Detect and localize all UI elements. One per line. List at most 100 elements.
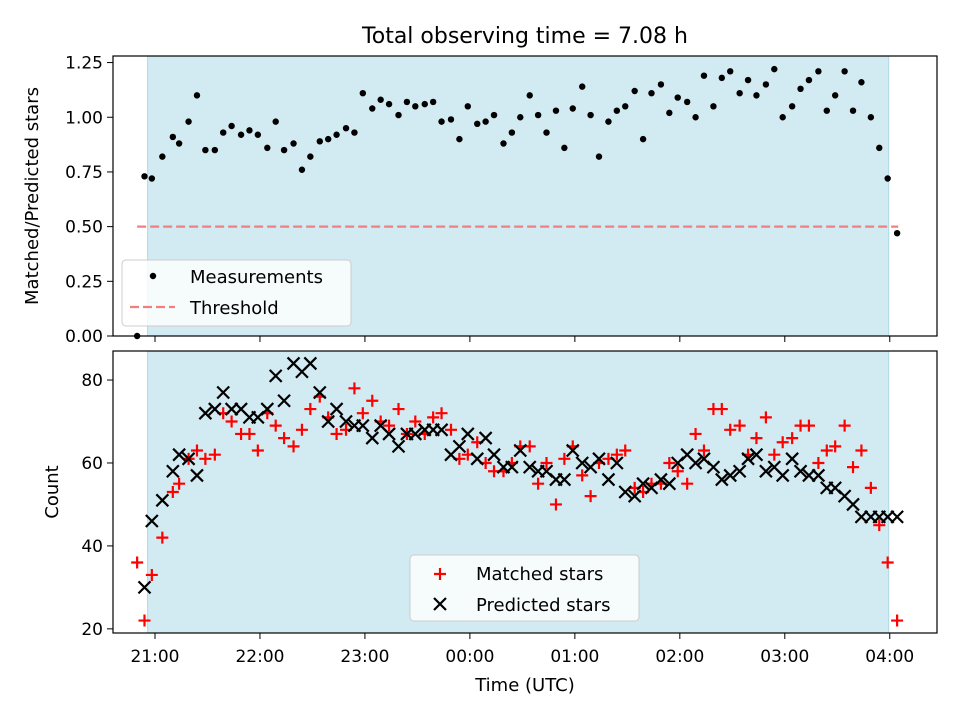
predicted-star-point bbox=[145, 514, 159, 528]
predicted-star-point bbox=[627, 489, 642, 503]
measurement-point bbox=[657, 81, 665, 88]
x-tick-label: 01:00 bbox=[550, 647, 599, 667]
measurement-point bbox=[710, 103, 717, 110]
measurement-point bbox=[369, 105, 376, 112]
predicted-star-point bbox=[208, 402, 222, 416]
legend-label-matched: Matched stars bbox=[476, 564, 603, 585]
predicted-star-point bbox=[452, 439, 467, 454]
predicted-star-point bbox=[408, 427, 423, 441]
predicted-star-point bbox=[662, 476, 677, 491]
predicted-star-point bbox=[216, 385, 230, 400]
measurement-point bbox=[666, 109, 673, 117]
matched-star-point bbox=[383, 419, 396, 432]
measurement-point bbox=[438, 118, 445, 125]
measurement-point bbox=[237, 131, 245, 138]
measurement-point bbox=[884, 175, 891, 182]
measurement-point bbox=[805, 76, 813, 84]
y-tick-label: 1.00 bbox=[65, 108, 103, 128]
measurement-point bbox=[141, 173, 148, 180]
matched-star-point bbox=[855, 444, 868, 457]
matched-star-point bbox=[156, 531, 169, 544]
predicted-star-point bbox=[592, 452, 606, 466]
x-tick-label: 22:00 bbox=[235, 647, 284, 667]
matched-star-point bbox=[427, 411, 440, 424]
matched-star-point bbox=[873, 519, 886, 532]
measurement-point bbox=[831, 92, 839, 99]
x-tick-label: 23:00 bbox=[340, 647, 389, 667]
predicted-star-point bbox=[505, 460, 519, 474]
x-axis-label: Time (UTC) bbox=[474, 675, 575, 696]
predicted-star-point bbox=[303, 356, 318, 371]
measurement-point bbox=[543, 129, 550, 136]
predicted-star-point bbox=[557, 472, 572, 487]
predicted-star-point bbox=[190, 468, 204, 483]
matched-star-point bbox=[356, 407, 369, 420]
measurement-point bbox=[456, 135, 463, 143]
predicted-star-point bbox=[618, 485, 633, 499]
measurement-point bbox=[474, 120, 481, 128]
matched-star-point bbox=[558, 452, 571, 465]
matched-star-point bbox=[786, 432, 799, 445]
measurement-point bbox=[482, 118, 489, 125]
predicted-star-point bbox=[723, 468, 737, 483]
predicted-star-point bbox=[321, 414, 335, 429]
matched-star-point bbox=[715, 403, 728, 416]
measurement-point bbox=[351, 129, 358, 136]
measurement-point bbox=[815, 68, 822, 75]
matched-star-point bbox=[697, 444, 710, 457]
matched-star-point bbox=[225, 415, 238, 428]
matched-star-point bbox=[750, 432, 763, 445]
matched-star-point bbox=[802, 419, 815, 432]
measurement-point bbox=[683, 98, 691, 106]
predicted-star-point bbox=[382, 427, 396, 441]
measurement-point bbox=[779, 114, 786, 121]
predicted-star-point bbox=[688, 456, 703, 470]
measurement-point bbox=[500, 140, 507, 147]
legend-frame bbox=[409, 554, 640, 622]
ratio-legend: Measurements Threshold bbox=[121, 259, 352, 327]
matched-star-point bbox=[820, 444, 833, 457]
measurement-point bbox=[324, 135, 332, 143]
predicted-star-point bbox=[277, 393, 291, 408]
y-tick-label: 0.50 bbox=[65, 218, 103, 238]
measurement-point bbox=[517, 114, 524, 121]
legend-marker-matched bbox=[434, 568, 446, 580]
legend-marker-measurements bbox=[149, 272, 157, 280]
measurement-point bbox=[744, 76, 752, 84]
matched-star-point bbox=[330, 427, 343, 440]
matched-star-point bbox=[166, 486, 179, 498]
measurement-point bbox=[534, 111, 542, 119]
measurement-point bbox=[788, 103, 796, 110]
matched-star-point bbox=[208, 448, 221, 461]
matched-star-point bbox=[619, 444, 632, 457]
predicted-star-point bbox=[391, 439, 406, 454]
legend-frame bbox=[121, 259, 352, 327]
measurement-point bbox=[429, 98, 437, 106]
matched-star-point bbox=[138, 614, 151, 627]
measurement-point bbox=[307, 153, 314, 160]
measurement-point bbox=[316, 138, 323, 145]
predicted-star-point bbox=[575, 456, 589, 470]
measurement-point bbox=[552, 107, 560, 114]
measurement-point bbox=[893, 229, 901, 237]
x-tick-label: 03:00 bbox=[760, 647, 809, 667]
measurement-point bbox=[648, 89, 655, 97]
count-ylabel: Count bbox=[42, 465, 63, 518]
matched-star-point bbox=[366, 394, 379, 407]
measurement-point bbox=[718, 74, 726, 82]
predicted-star-point bbox=[365, 431, 380, 445]
predicted-star-point bbox=[732, 464, 747, 479]
measurement-point bbox=[700, 72, 708, 79]
predicted-star-point bbox=[610, 456, 624, 470]
measurement-point bbox=[169, 133, 177, 141]
matched-star-point bbox=[549, 498, 562, 511]
measurement-point bbox=[202, 146, 209, 154]
predicted-star-point bbox=[339, 414, 353, 429]
measurement-point bbox=[508, 129, 516, 136]
legend-label-measurements: Measurements bbox=[190, 267, 323, 288]
matched-star-point bbox=[671, 465, 684, 478]
measurement-point bbox=[159, 153, 166, 160]
predicted-star-point bbox=[478, 431, 493, 445]
measurement-point bbox=[412, 103, 419, 110]
measurement-point bbox=[613, 107, 621, 114]
